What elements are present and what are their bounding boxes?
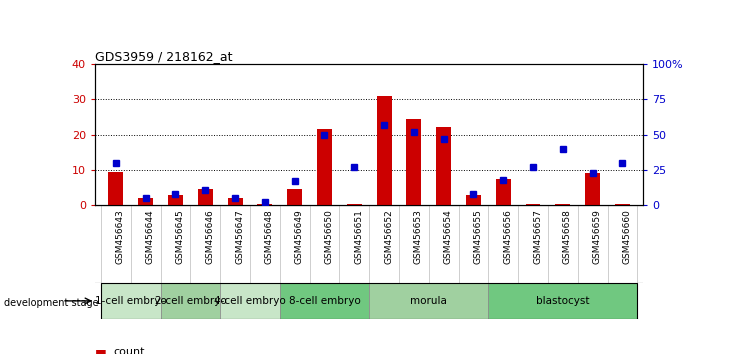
Text: GSM456657: GSM456657: [533, 209, 542, 264]
Text: 1-cell embryo: 1-cell embryo: [95, 296, 167, 306]
Bar: [496, 179, 511, 205]
Bar: [615, 204, 630, 205]
Text: GDS3959 / 218162_at: GDS3959 / 218162_at: [95, 50, 232, 63]
Text: GSM456656: GSM456656: [503, 209, 512, 264]
Bar: [526, 204, 540, 205]
Text: GSM456648: GSM456648: [265, 209, 274, 264]
Text: GSM456653: GSM456653: [414, 209, 423, 264]
Bar: [227, 198, 243, 205]
Text: GSM456643: GSM456643: [116, 209, 125, 264]
Bar: [466, 195, 481, 205]
Text: 8-cell embryo: 8-cell embryo: [289, 296, 360, 306]
Bar: [317, 129, 332, 205]
Text: morula: morula: [410, 296, 447, 306]
Text: GSM456649: GSM456649: [295, 209, 303, 264]
Text: GSM456655: GSM456655: [474, 209, 482, 264]
Text: GSM456660: GSM456660: [622, 209, 632, 264]
Bar: [257, 204, 273, 205]
Text: GSM456645: GSM456645: [175, 209, 184, 264]
Text: GSM456651: GSM456651: [355, 209, 363, 264]
Bar: [369, 283, 488, 319]
Text: blastocyst: blastocyst: [536, 296, 590, 306]
Bar: [168, 195, 183, 205]
Bar: [138, 198, 153, 205]
Bar: [586, 173, 600, 205]
Text: 4-cell embryo: 4-cell embryo: [214, 296, 286, 306]
Bar: [406, 119, 421, 205]
Text: ■: ■: [95, 347, 107, 354]
Bar: [488, 283, 637, 319]
Text: GSM456658: GSM456658: [563, 209, 572, 264]
Text: GSM456659: GSM456659: [593, 209, 602, 264]
Bar: [161, 283, 220, 319]
Bar: [436, 127, 451, 205]
Bar: [280, 283, 369, 319]
Text: development stage: development stage: [4, 298, 98, 308]
Bar: [376, 96, 392, 205]
Bar: [101, 283, 161, 319]
Bar: [198, 189, 213, 205]
Text: 2-cell embryo: 2-cell embryo: [154, 296, 227, 306]
Text: GSM456646: GSM456646: [205, 209, 214, 264]
Text: GSM456654: GSM456654: [444, 209, 452, 264]
Text: GSM456647: GSM456647: [235, 209, 244, 264]
Text: GSM456652: GSM456652: [384, 209, 393, 264]
Text: GSM456644: GSM456644: [145, 209, 155, 264]
Text: GSM456650: GSM456650: [325, 209, 333, 264]
Text: count: count: [113, 347, 145, 354]
Bar: [108, 172, 124, 205]
Bar: [556, 204, 570, 205]
Bar: [287, 189, 302, 205]
Bar: [220, 283, 280, 319]
Bar: [346, 204, 362, 205]
